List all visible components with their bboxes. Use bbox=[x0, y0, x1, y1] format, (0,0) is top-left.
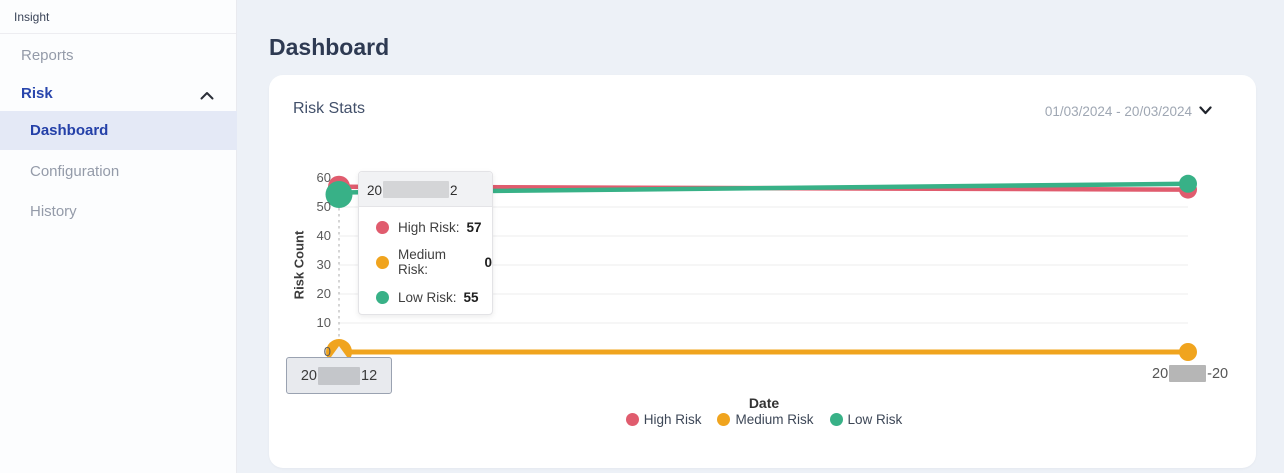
tooltip-label: High Risk: bbox=[398, 219, 460, 235]
tooltip-date: 20 2 bbox=[359, 172, 492, 207]
sidebar-item-reports[interactable]: Reports bbox=[21, 47, 74, 64]
y-tick-60: 60 bbox=[316, 170, 331, 185]
y-tick-40: 40 bbox=[316, 228, 331, 243]
y-tick-30: 30 bbox=[316, 257, 331, 272]
page-title: Dashboard bbox=[269, 34, 390, 60]
chart-tooltip: 20 2 High Risk: 57 Medium Risk: 0 Low Ris… bbox=[358, 171, 493, 315]
date-range-text: 01/03/2024 - 20/03/2024 bbox=[1044, 103, 1192, 119]
redaction-block bbox=[318, 366, 360, 385]
tooltip-row-low-risk: Low Risk: 55 bbox=[376, 289, 492, 305]
legend-item-low-risk[interactable]: Low Risk bbox=[829, 412, 903, 427]
x-label-right-suffix: -20 bbox=[1207, 365, 1229, 382]
tooltip-value: 55 bbox=[463, 289, 479, 305]
x-label-right-prefix: 20 bbox=[1152, 365, 1169, 382]
legend-item-high-risk[interactable]: High Risk bbox=[625, 412, 702, 427]
low-risk-hover-point[interactable] bbox=[325, 181, 353, 208]
low-risk-dot bbox=[829, 413, 843, 426]
brand-title: Insight bbox=[14, 10, 50, 24]
sidebar-item-configuration[interactable]: Configuration bbox=[30, 163, 120, 180]
y-tick-50: 50 bbox=[316, 199, 331, 214]
x-label-left-suffix: 12 bbox=[361, 367, 378, 384]
legend-label: High Risk bbox=[643, 412, 702, 427]
sidebar-divider bbox=[0, 33, 236, 34]
date-range-selector[interactable]: 01/03/2024 - 20/03/2024 bbox=[1045, 102, 1212, 120]
risk-stats-card: Risk Stats 01/03/2024 - 20/03/2024 bbox=[269, 75, 1256, 468]
medium-risk-dot bbox=[376, 255, 389, 269]
sidebar-item-dashboard[interactable]: Dashboard bbox=[0, 111, 237, 150]
x-axis-label-right: 20 -20 bbox=[1152, 365, 1228, 382]
tooltip-date-prefix: 20 bbox=[367, 183, 383, 198]
sidebar: Insight Reports Risk Dashboard Configura… bbox=[0, 0, 237, 473]
sidebar-item-risk[interactable]: Risk bbox=[21, 85, 53, 102]
low-risk-end-point[interactable] bbox=[1179, 174, 1197, 193]
card-title: Risk Stats bbox=[293, 100, 366, 117]
tooltip-label: Low Risk: bbox=[398, 289, 457, 305]
redaction-block bbox=[383, 181, 450, 198]
x-label-caret bbox=[331, 346, 347, 357]
tooltip-value: 57 bbox=[466, 219, 482, 235]
y-tick-20: 20 bbox=[316, 286, 331, 301]
legend-label: Low Risk bbox=[847, 412, 903, 427]
chart-legend: High Risk Medium Risk Low Risk bbox=[339, 412, 1189, 427]
tooltip-rows: High Risk: 57 Medium Risk: 0 Low Risk: 5… bbox=[359, 207, 492, 305]
legend-label: Medium Risk bbox=[735, 412, 814, 427]
tooltip-value: 0 bbox=[484, 254, 492, 270]
tooltip-row-high-risk: High Risk: 57 bbox=[376, 219, 492, 235]
tooltip-label: Medium Risk: bbox=[398, 247, 447, 277]
x-axis-label-left: 20 12 bbox=[286, 357, 392, 394]
legend-item-medium-risk[interactable]: Medium Risk bbox=[717, 412, 814, 427]
x-label-left-prefix: 20 bbox=[300, 367, 317, 384]
medium-risk-dot bbox=[717, 413, 731, 426]
medium-risk-end-point[interactable] bbox=[1179, 343, 1197, 361]
low-risk-dot bbox=[376, 290, 389, 304]
high-risk-dot bbox=[625, 413, 639, 426]
sidebar-item-dashboard-label: Dashboard bbox=[30, 122, 109, 139]
x-axis-title: Date bbox=[748, 395, 780, 411]
tooltip-row-medium-risk: Medium Risk: 0 bbox=[376, 247, 492, 277]
sidebar-item-history[interactable]: History bbox=[30, 203, 77, 220]
chevron-up-icon[interactable] bbox=[200, 87, 214, 105]
redaction-block bbox=[1169, 365, 1207, 382]
high-risk-dot bbox=[376, 220, 389, 234]
chevron-down-icon bbox=[1199, 102, 1212, 120]
tooltip-date-suffix: 2 bbox=[450, 183, 458, 198]
y-tick-0: 0 bbox=[323, 344, 331, 359]
y-tick-10: 10 bbox=[316, 315, 331, 330]
